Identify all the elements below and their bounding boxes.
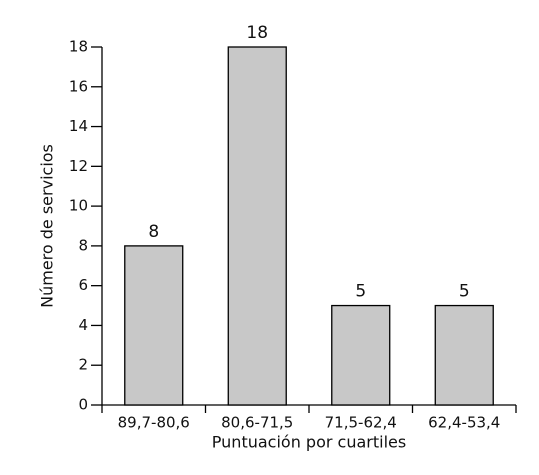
y-tick-label: 6	[78, 276, 88, 294]
bar	[124, 245, 184, 406]
data-label: 8	[148, 222, 159, 242]
data-label: 5	[355, 282, 366, 302]
data-label: 18	[246, 23, 268, 43]
y-tick-label: 2	[78, 356, 88, 374]
y-tick-label: 14	[69, 117, 88, 135]
x-tick-label: 62,4-53,4	[428, 414, 500, 432]
bar	[434, 304, 494, 406]
x-tick-label: 71,5-62,4	[325, 414, 397, 432]
y-tick-label: 4	[78, 316, 88, 334]
y-tick-label: 10	[69, 197, 88, 215]
y-tick-label: 8	[78, 236, 88, 254]
x-tick-label: 80,6-71,5	[221, 414, 293, 432]
y-tick-label: 16	[69, 77, 88, 95]
x-tick-label: 89,7-80,6	[118, 414, 190, 432]
bar	[331, 304, 391, 406]
y-tick-label: 12	[69, 157, 88, 175]
bar	[227, 46, 287, 406]
y-tick-label: 0	[78, 396, 88, 414]
y-axis-label: Número de servicios	[38, 144, 57, 308]
data-label: 5	[459, 282, 470, 302]
y-tick-label: 18	[69, 38, 88, 56]
x-axis-label: Puntuación por cuartiles	[212, 433, 406, 452]
